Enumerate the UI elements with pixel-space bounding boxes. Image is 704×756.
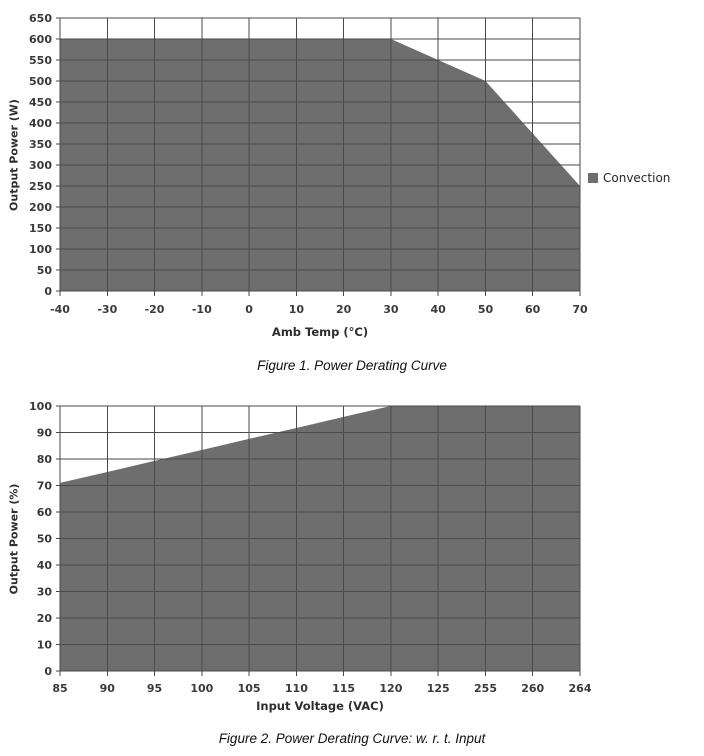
figure1-area-chart: 050100150200250300350400450500550600650-…	[29, 12, 588, 316]
y-tick-labels: 0 10 20 30 40 50 60 70 80 90 100	[29, 400, 52, 678]
y-tick-label: 650	[29, 12, 52, 25]
y-tick-label: 400	[29, 117, 52, 130]
x-tick-label: 95	[147, 682, 162, 695]
y-tick-label: 500	[29, 75, 52, 88]
y-tick-label: 90	[37, 427, 53, 440]
tick-marks	[56, 17, 581, 296]
legend-label-convection: Convection	[603, 171, 671, 185]
x-tick-label: 50	[478, 303, 494, 316]
x-tick-label: 40	[431, 303, 447, 316]
y-tick-label: 450	[29, 96, 52, 109]
x-tick-label: 90	[100, 682, 116, 695]
y-tick-labels: 0 50 100 150 200 250 300 350 400 450 500 550 600 650	[29, 12, 52, 298]
figure1-caption: Figure 1. Power Derating Curve	[257, 358, 447, 373]
y-tick-label: 80	[37, 453, 53, 466]
y-tick-label: 0	[44, 665, 52, 678]
y-tick-label: 150	[29, 222, 52, 235]
x-tick-label: -20	[145, 303, 165, 316]
x-tick-label: 0	[245, 303, 253, 316]
y-tick-label: 550	[29, 54, 52, 67]
y-tick-label: 60	[37, 506, 53, 519]
figure2-caption: Figure 2. Power Derating Curve: w. r. t.…	[218, 731, 486, 746]
y-tick-label: 50	[37, 264, 53, 277]
y-tick-label: 50	[37, 533, 53, 546]
figure1-legend: Convection	[588, 171, 670, 185]
x-tick-label: 105	[238, 682, 261, 695]
x-tick-label: 264	[569, 682, 592, 695]
y-tick-label: 350	[29, 138, 52, 151]
figure1-y-axis-title: Output Power (W)	[7, 99, 21, 211]
y-tick-label: 100	[29, 243, 52, 256]
x-tick-labels: 85 90 95 100 105 110 115 120 125 255 260 264	[52, 682, 591, 695]
y-tick-label: 600	[29, 33, 52, 46]
gridlines	[59, 17, 581, 292]
y-tick-label: 100	[29, 400, 52, 413]
y-tick-label: 200	[29, 201, 52, 214]
x-tick-label: 85	[52, 682, 67, 695]
x-tick-label: -30	[97, 303, 117, 316]
x-tick-label: 115	[332, 682, 355, 695]
x-tick-label: 110	[285, 682, 308, 695]
y-tick-label: 30	[37, 586, 53, 599]
x-tick-label: 260	[521, 682, 544, 695]
x-tick-labels: -40 -30 -20 -10 0 10 20 30 40 50 60 70	[50, 303, 588, 316]
x-tick-label: 10	[289, 303, 305, 316]
figure2-x-axis-title: Input Voltage (VAC)	[256, 699, 384, 713]
x-tick-label: 60	[525, 303, 541, 316]
figure2-y-axis-title: Output Power (%)	[7, 483, 21, 595]
x-tick-label: -10	[192, 303, 212, 316]
x-tick-label: 255	[474, 682, 497, 695]
figure1-x-axis-title: Amb Temp (°C)	[271, 325, 369, 339]
y-tick-label: 20	[37, 612, 53, 625]
x-tick-label: -40	[50, 303, 70, 316]
x-tick-label: 30	[383, 303, 399, 316]
x-tick-label: 70	[572, 303, 588, 316]
legend-swatch-convection	[588, 173, 598, 183]
x-tick-label: 20	[336, 303, 352, 316]
gridlines	[59, 405, 581, 672]
y-tick-label: 0	[44, 285, 52, 298]
y-tick-label: 70	[37, 480, 53, 493]
x-tick-label: 125	[427, 682, 450, 695]
tick-marks	[56, 405, 581, 676]
y-tick-label: 40	[37, 559, 53, 572]
x-tick-label: 120	[379, 682, 402, 695]
y-tick-label: 250	[29, 180, 52, 193]
y-tick-label: 300	[29, 159, 52, 172]
x-tick-label: 100	[190, 682, 213, 695]
figure2-area-chart: 0 10 20 30 40 50 60 70 80 90 100 85 90 95 100 105 110 115…	[29, 400, 592, 695]
y-tick-label: 10	[37, 639, 53, 652]
